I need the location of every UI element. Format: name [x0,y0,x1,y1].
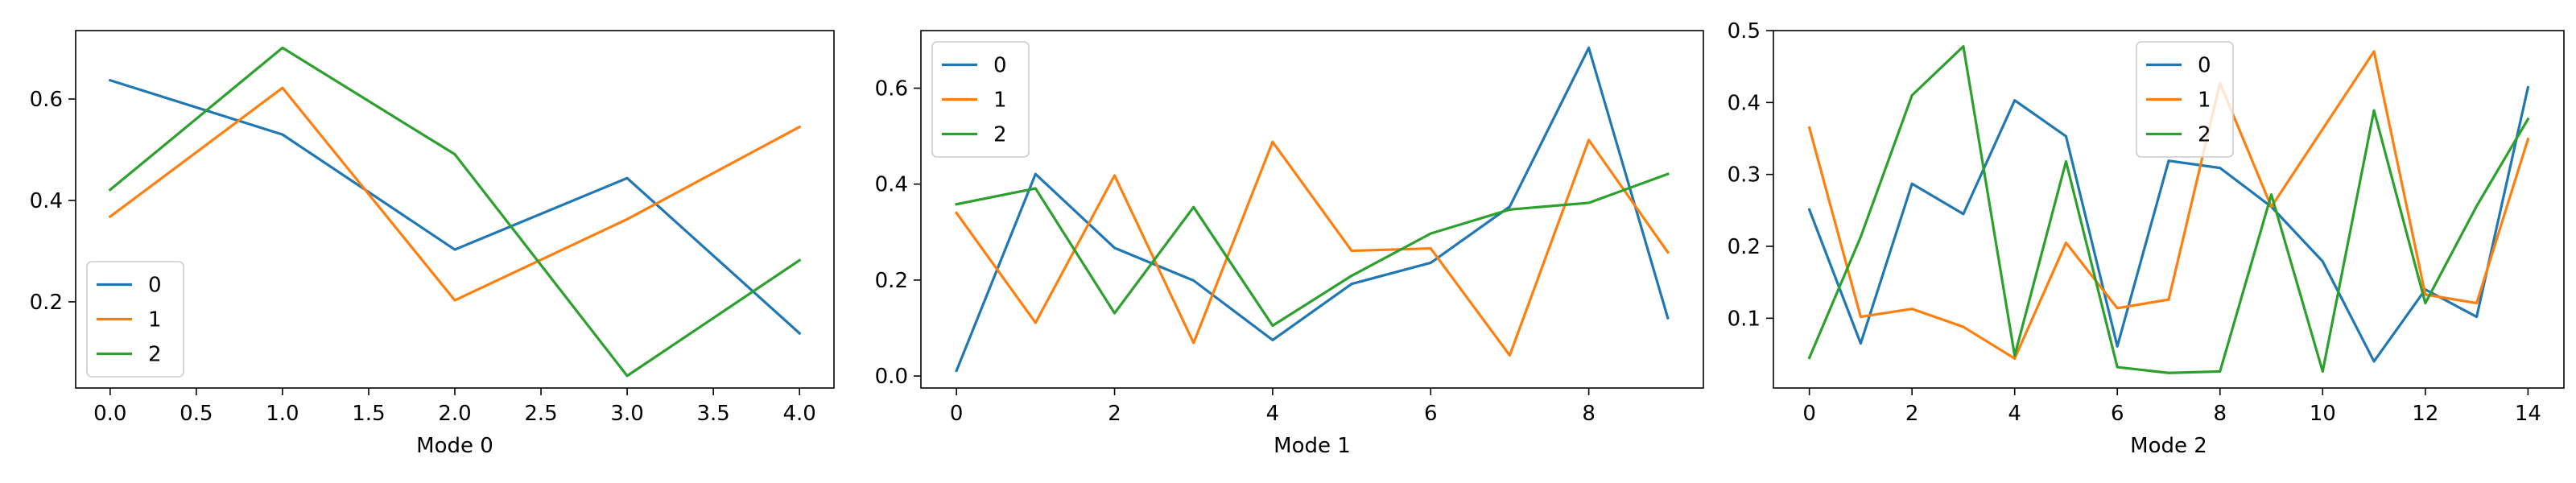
axes-frame [920,30,1704,389]
legend: 0 1 2 [86,261,184,378]
x-axis-label: Mode 2 [2130,434,2207,458]
y-tick-label: 0.6 [30,88,63,112]
x-tick-label: 1.5 [352,402,385,426]
x-tick-label: 3.5 [696,402,729,426]
x-tick-label: 2 [1905,402,1919,426]
legend-box [931,41,1030,158]
y-tick-label: 0.4 [875,173,908,197]
legend: 0 1 2 [931,41,1030,158]
series-line-1 [1807,50,2530,360]
x-tick-label: 4 [1266,402,1280,426]
y-tick-label: 0.4 [1728,91,1761,115]
axes-frame [1773,30,2565,389]
x-tick-label: 0 [1802,402,1816,426]
legend-label-0: 0 [993,54,1007,78]
legend-label-1: 1 [993,89,1007,113]
x-axis-label: Mode 1 [1274,434,1351,458]
legend-label-1: 1 [2198,89,2211,113]
x-tick-label: 14 [2515,402,2541,426]
legend-label-0: 0 [2198,54,2211,78]
series-line-0 [108,78,802,336]
series-line-0 [955,46,1670,373]
legend-label-1: 1 [148,308,162,332]
x-tick-label: 8 [1582,402,1596,426]
x-tick-label: 1.0 [266,402,299,426]
y-tick-label: 0.2 [30,291,63,315]
legend-box [86,261,184,378]
y-tick-label: 0.2 [875,269,908,293]
x-axis-label: Mode 0 [416,434,493,458]
x-tick-label: 3.0 [610,402,643,426]
x-tick-label: 6 [2111,402,2124,426]
legend-label-0: 0 [148,274,162,298]
subplot-0: 0.0 0.5 1.0 1.5 2.0 2.5 3.0 3.5 4.0 0.2 0.4 0.6 Mode… [30,30,835,458]
x-tick-label: 2.5 [524,402,557,426]
series-line-2 [108,46,802,378]
x-tick-label: 2.0 [438,402,471,426]
y-tick-label: 0.3 [1728,163,1761,188]
series-line-2 [955,172,1670,328]
x-tick-label: 10 [2310,402,2336,426]
y-tick-label: 0.1 [1728,307,1761,331]
y-tick-label: 0.5 [1728,19,1761,43]
y-tick-label: 0.4 [30,189,63,213]
x-tick-label: 8 [2213,402,2227,426]
y-tick-label: 0.6 [875,77,908,101]
series-line-2 [1807,45,2530,374]
x-tick-label: 4.0 [783,402,816,426]
subplot-1: 0 2 4 6 8 0.0 0.2 0.4 0.6 Mode 1 0 1 2 [875,30,1704,458]
legend-label-2: 2 [2198,123,2211,147]
x-tick-label: 0.5 [180,402,213,426]
series-line-1 [108,86,802,302]
x-tick-label: 12 [2412,402,2438,426]
x-tick-label: 0.0 [93,402,126,426]
x-tick-label: 0 [950,402,964,426]
legend: 0 1 2 [2136,41,2234,158]
x-tick-label: 4 [2008,402,2021,426]
x-tick-label: 2 [1108,402,1121,426]
y-tick-label: 0.2 [1728,235,1761,259]
legend-label-2: 2 [993,123,1007,147]
x-tick-label: 6 [1424,402,1438,426]
legend-label-2: 2 [148,343,162,367]
y-tick-label: 0.0 [875,365,908,389]
series-line-0 [1807,85,2530,363]
legend-box [2136,41,2234,158]
